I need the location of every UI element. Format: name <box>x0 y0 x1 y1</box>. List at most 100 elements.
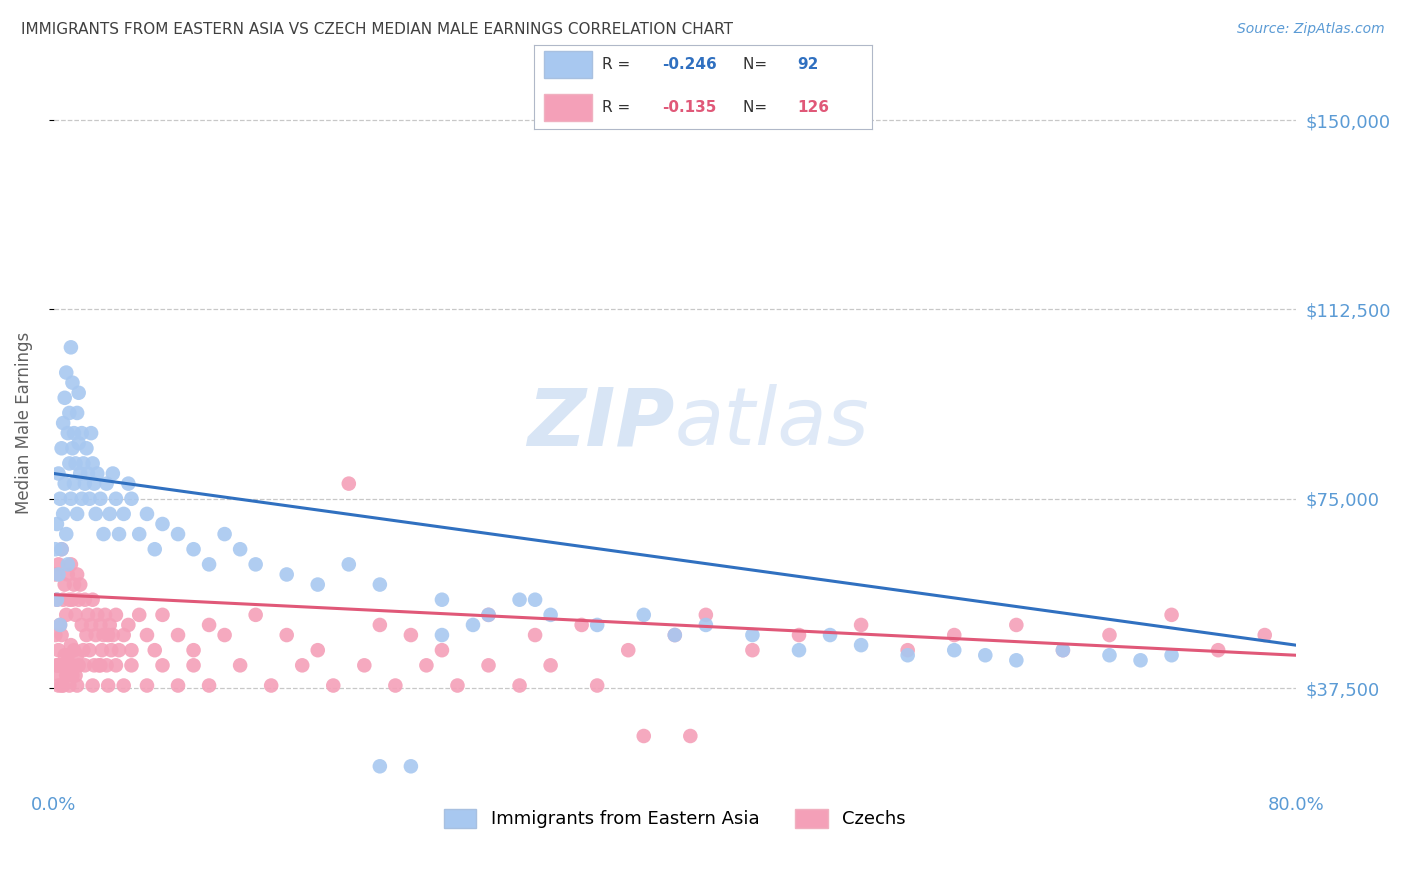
Point <box>58 457 80 471</box>
Point <box>79 643 101 657</box>
Point <box>55 658 77 673</box>
Point <box>322 679 344 693</box>
Point <box>56 648 79 663</box>
Point <box>67 592 90 607</box>
Point <box>83 658 105 673</box>
Point <box>66 507 89 521</box>
Point <box>633 607 655 622</box>
Point <box>214 628 236 642</box>
Point <box>143 643 166 657</box>
Point <box>943 643 966 657</box>
Point <box>741 628 763 642</box>
Point <box>96 476 118 491</box>
Point <box>509 592 531 607</box>
Point <box>62 668 84 682</box>
Point <box>58 658 80 673</box>
Point <box>75 628 97 642</box>
Point <box>75 442 97 456</box>
Point <box>524 628 547 642</box>
Point <box>58 592 80 607</box>
Point <box>276 567 298 582</box>
Text: R =: R = <box>602 100 636 115</box>
Text: IMMIGRANTS FROM EASTERN ASIA VS CZECH MEDIAN MALE EARNINGS CORRELATION CHART: IMMIGRANTS FROM EASTERN ASIA VS CZECH ME… <box>21 22 733 37</box>
Point <box>52 679 75 693</box>
Point <box>586 618 609 632</box>
Point <box>49 618 72 632</box>
Point <box>48 558 70 572</box>
Point <box>63 476 86 491</box>
Point <box>477 607 499 622</box>
Point <box>70 426 93 441</box>
Point <box>368 759 391 773</box>
Text: atlas: atlas <box>675 384 869 462</box>
Point <box>167 628 190 642</box>
Point <box>52 416 75 430</box>
Point <box>307 643 329 657</box>
Point <box>152 607 174 622</box>
Point <box>540 658 562 673</box>
Point <box>84 628 107 642</box>
Point <box>1129 653 1152 667</box>
Point <box>1098 628 1121 642</box>
Point <box>66 679 89 693</box>
Point <box>430 592 453 607</box>
Point <box>100 643 122 657</box>
Point <box>540 607 562 622</box>
Point <box>664 628 686 642</box>
Point <box>1005 653 1028 667</box>
Point <box>94 607 117 622</box>
Point <box>65 457 87 471</box>
Point <box>1160 648 1182 663</box>
Point <box>245 558 267 572</box>
Point <box>56 567 79 582</box>
Point <box>73 476 96 491</box>
Point <box>49 668 72 682</box>
Point <box>82 592 104 607</box>
Point <box>571 618 593 632</box>
Point <box>70 618 93 632</box>
Point <box>1052 643 1074 657</box>
Point <box>69 467 91 481</box>
Point <box>943 628 966 642</box>
Point <box>89 658 111 673</box>
Point <box>198 679 221 693</box>
Point <box>291 658 314 673</box>
Point <box>62 442 84 456</box>
Point <box>112 679 135 693</box>
Point <box>276 628 298 642</box>
Point <box>368 577 391 591</box>
Point <box>368 618 391 632</box>
Point <box>136 507 159 521</box>
Point <box>353 658 375 673</box>
Point <box>104 491 127 506</box>
Point <box>1206 643 1229 657</box>
Point <box>101 467 124 481</box>
Point <box>48 567 70 582</box>
Point <box>82 679 104 693</box>
Point <box>183 658 205 673</box>
Point <box>67 385 90 400</box>
Point <box>136 679 159 693</box>
Point <box>849 618 872 632</box>
Point <box>430 628 453 642</box>
Text: -0.135: -0.135 <box>662 100 717 115</box>
Point <box>897 643 920 657</box>
Point <box>167 679 190 693</box>
Point <box>59 491 82 506</box>
Text: N=: N= <box>744 100 772 115</box>
Point <box>849 638 872 652</box>
Text: -0.246: -0.246 <box>662 57 717 72</box>
Point <box>52 507 75 521</box>
Point <box>45 658 67 673</box>
Point <box>741 643 763 657</box>
Point <box>52 658 75 673</box>
Point <box>67 436 90 450</box>
Point <box>48 679 70 693</box>
Point <box>104 607 127 622</box>
Point <box>87 658 110 673</box>
Point <box>51 442 73 456</box>
Point <box>260 679 283 693</box>
Point <box>128 527 150 541</box>
Point <box>198 558 221 572</box>
Point <box>65 668 87 682</box>
